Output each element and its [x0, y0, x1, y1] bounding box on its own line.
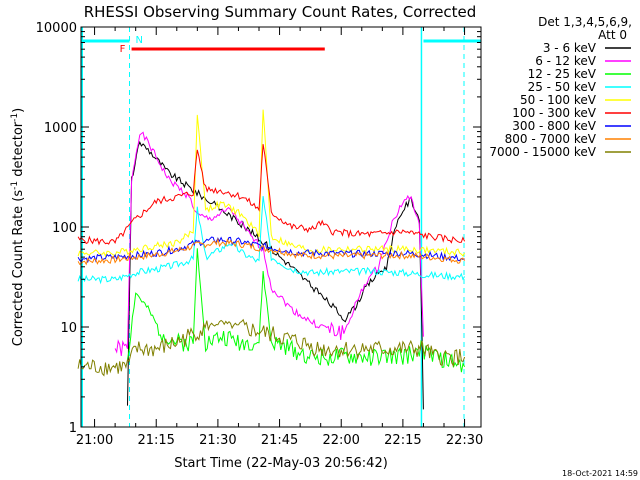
legend-label: 800 - 7000 keV: [505, 132, 597, 146]
night-flag-label: N: [136, 35, 143, 46]
series-line: [77, 196, 466, 285]
timestamp: 18-Oct-2021 14:59: [562, 469, 638, 478]
legend-label: 7000 - 15000 keV: [489, 145, 596, 159]
flare-flag-label: F: [120, 44, 126, 55]
y-axis-label-exp: -1: [10, 181, 20, 190]
x-tick-label: 21:00: [76, 433, 113, 448]
legend-label: 50 - 100 keV: [520, 93, 597, 107]
legend-label: 12 - 25 keV: [528, 67, 597, 81]
flags-layer: NF: [81, 27, 481, 427]
legend-label: 25 - 50 keV: [528, 80, 597, 94]
y-axis: 1 10 100 1000 10000: [36, 21, 481, 436]
series-line: [127, 140, 424, 410]
series-line: [114, 131, 424, 356]
legend-label: 300 - 800 keV: [512, 119, 596, 133]
legend-label: 6 - 12 keV: [535, 54, 597, 68]
series-line: [77, 144, 466, 246]
legend-header-line: Att 0: [598, 28, 627, 42]
y-axis-label-part: Corrected Count Rate (s: [11, 190, 26, 347]
y-axis-label-part: detector: [11, 121, 26, 181]
chart-title: RHESSI Observing Summary Count Rates, Co…: [84, 3, 477, 21]
y-tick-label: 10000: [36, 21, 77, 36]
x-tick-label: 22:00: [322, 433, 359, 448]
series-line: [77, 318, 466, 377]
y-tick-label: 1000: [44, 121, 77, 136]
series-line: [77, 236, 465, 264]
series-line: [77, 237, 466, 266]
series-line: [77, 109, 466, 258]
x-tick-label: 22:30: [446, 433, 483, 448]
x-axis-label: Start Time (22-May-03 20:56:42): [174, 456, 388, 471]
series-layer: [77, 109, 466, 410]
legend-label: 3 - 6 keV: [543, 41, 597, 55]
x-tick-label: 21:15: [137, 433, 174, 448]
y-axis-label: Corrected Count Rate (s-1 detector-1): [10, 108, 26, 346]
y-tick-label: 10: [60, 321, 77, 336]
y-axis-label-exp: -1: [10, 113, 20, 122]
x-axis: 21:00 21:15 21:30 21:45 22:00 22:15 22:30: [76, 27, 483, 448]
legend-header-line: Det 1,3,4,5,6,9,: [538, 15, 632, 29]
y-tick-label: 1: [69, 421, 77, 436]
y-tick-label: 100: [52, 221, 77, 236]
x-tick-label: 21:45: [261, 433, 298, 448]
y-axis-label-part: ): [11, 108, 26, 113]
x-tick-label: 22:15: [384, 433, 421, 448]
legend-label: 100 - 300 keV: [512, 106, 596, 120]
x-tick-label: 21:30: [199, 433, 236, 448]
series-line: [127, 248, 466, 373]
